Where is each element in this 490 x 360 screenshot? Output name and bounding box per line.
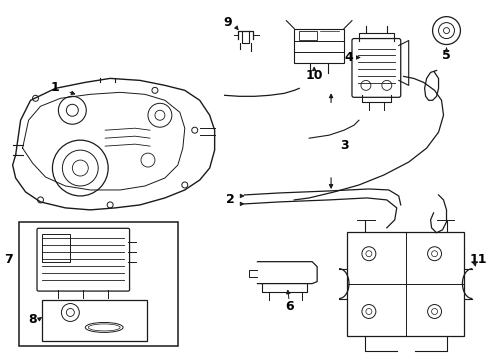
Bar	[299, 31, 317, 40]
Text: 9: 9	[223, 16, 232, 29]
Bar	[43, 300, 147, 341]
Text: 6: 6	[285, 300, 294, 313]
Bar	[294, 28, 344, 63]
Text: 1: 1	[51, 81, 60, 94]
Text: 2: 2	[226, 193, 235, 206]
Text: 4: 4	[344, 51, 353, 64]
Text: 10: 10	[305, 69, 323, 82]
Bar	[43, 234, 71, 262]
Bar	[347, 232, 465, 336]
Text: 8: 8	[28, 313, 37, 326]
Text: 11: 11	[469, 253, 487, 266]
Text: 5: 5	[442, 49, 451, 62]
Text: 7: 7	[4, 253, 13, 266]
Text: 3: 3	[340, 139, 348, 152]
Bar	[19, 222, 178, 346]
